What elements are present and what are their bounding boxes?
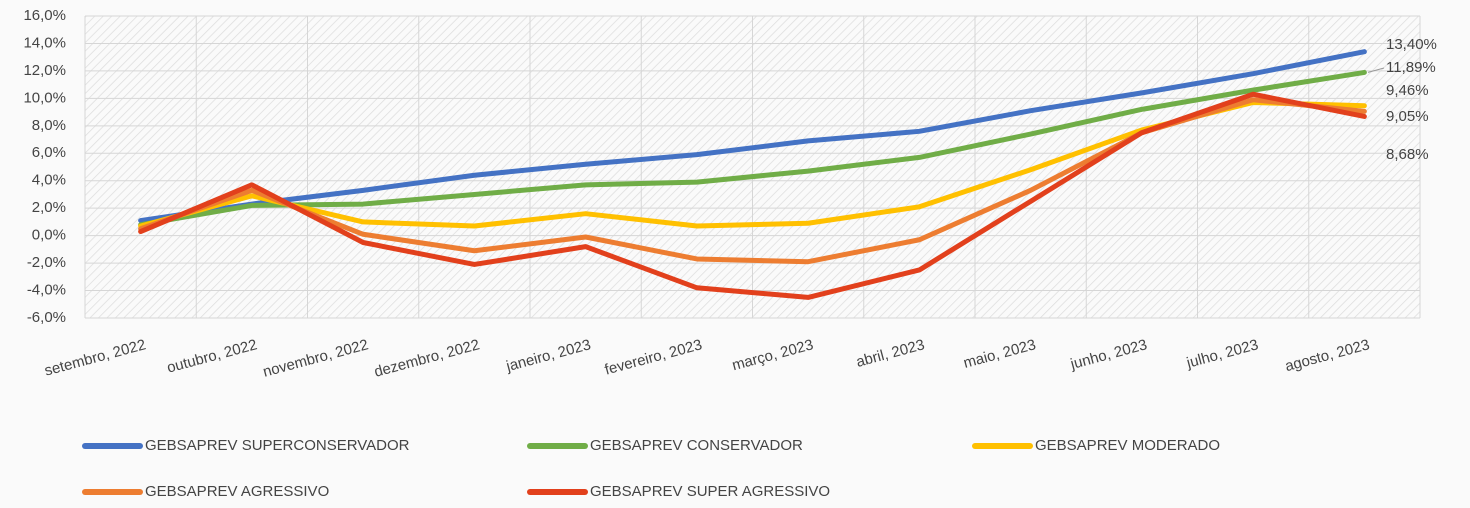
legend-label: GEBSAPREV AGRESSIVO <box>145 483 329 500</box>
legend-label: GEBSAPREV CONSERVADOR <box>590 437 803 454</box>
x-tick-label: outubro, 2022 <box>165 336 259 376</box>
x-tick-label: fevereiro, 2023 <box>603 336 704 378</box>
y-tick-label: 12,0% <box>23 62 66 79</box>
x-tick-label: maio, 2023 <box>962 336 1038 372</box>
x-tick-label: agosto, 2023 <box>1283 336 1371 375</box>
y-tick-label: 4,0% <box>32 172 66 189</box>
legend-label: GEBSAPREV SUPERCONSERVADOR <box>145 437 410 454</box>
x-tick-label: março, 2023 <box>730 336 815 374</box>
x-tick-label: setembro, 2022 <box>43 336 148 379</box>
legend-label: GEBSAPREV MODERADO <box>1035 437 1220 454</box>
series-line <box>138 91 1367 300</box>
x-tick-label: abril, 2023 <box>854 336 926 371</box>
y-tick-label: 6,0% <box>32 144 66 161</box>
value-label: 11,89% <box>1386 59 1436 76</box>
y-tick-label: -2,0% <box>27 254 66 271</box>
y-tick-label: 14,0% <box>23 34 66 51</box>
series-line <box>138 49 1367 224</box>
value-label: 9,46% <box>1386 82 1429 99</box>
x-tick-label: julho, 2023 <box>1184 336 1260 372</box>
leader-line <box>1367 67 1385 73</box>
value-label: 9,05% <box>1386 108 1429 125</box>
x-tick-label: janeiro, 2023 <box>504 336 593 375</box>
y-tick-label: 10,0% <box>23 89 66 106</box>
x-tick-label: dezembro, 2022 <box>372 336 481 380</box>
x-tick-label: novembro, 2022 <box>261 336 370 380</box>
value-label: 13,40% <box>1386 36 1437 53</box>
legend-label: GEBSAPREV SUPER AGRESSIVO <box>590 483 830 500</box>
y-tick-label: -4,0% <box>27 282 66 299</box>
y-tick-label: 16,0% <box>23 7 66 24</box>
x-tick-label: junho, 2023 <box>1068 336 1149 373</box>
value-label: 8,68% <box>1386 146 1429 163</box>
series-line <box>138 69 1367 228</box>
y-tick-label: 2,0% <box>32 199 66 216</box>
y-tick-label: 8,0% <box>32 117 66 134</box>
y-tick-label: -6,0% <box>27 309 66 326</box>
y-tick-label: 0,0% <box>32 227 66 244</box>
